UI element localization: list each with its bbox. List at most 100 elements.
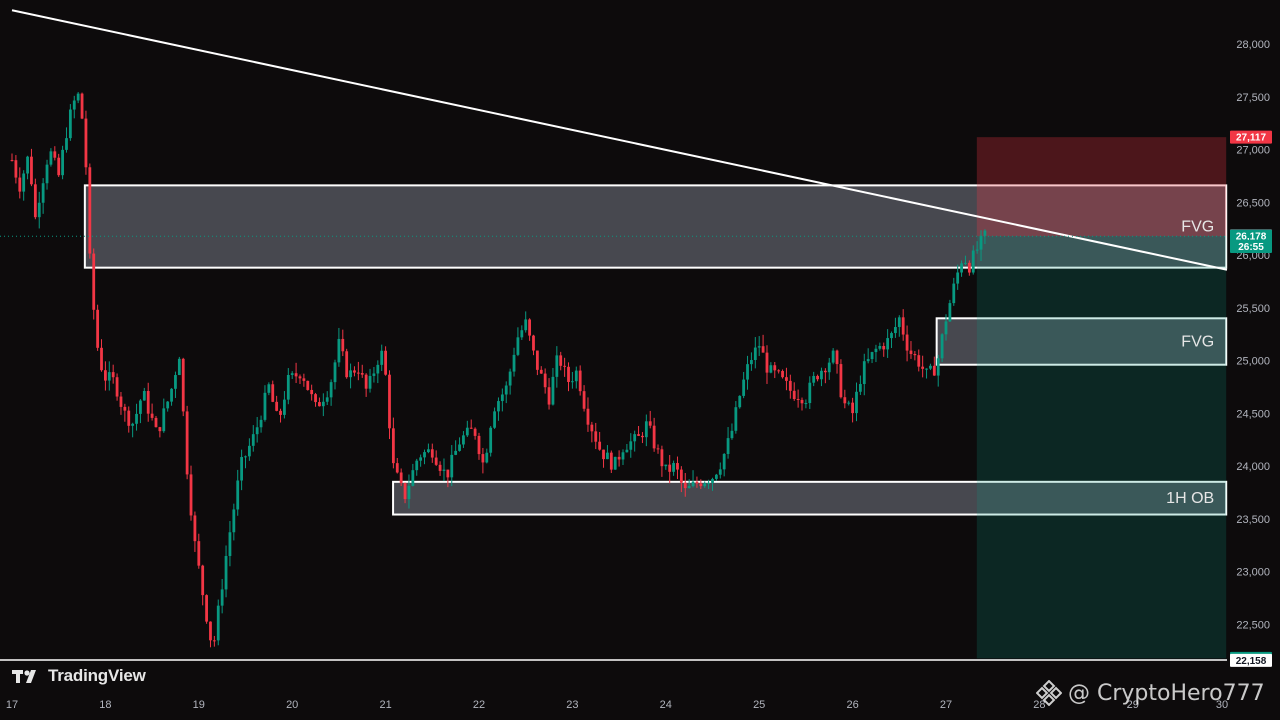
candle-body [485,452,489,463]
stop-loss-area [976,137,1227,237]
candle-body [718,469,722,475]
candle-body [602,449,605,460]
candle-body [193,515,197,542]
candle-body [197,541,201,566]
candle-body [88,167,92,254]
candle-body [878,345,882,349]
candle-body [489,427,493,453]
zone-box [935,317,1228,366]
zone-box [392,480,1228,516]
candle-body [185,411,189,475]
y-tick-label: 22,500 [1236,619,1270,631]
candle-body [205,595,208,622]
candle-body [341,338,345,352]
candle-body [757,346,761,348]
candle-body [14,160,18,178]
candle-body [131,423,135,426]
candle-body [454,450,458,455]
candle-body [820,370,823,380]
candle-body [956,272,960,284]
price-tag-box [1230,240,1272,254]
candle-body [578,370,582,392]
candle-body [707,482,711,484]
candle-body [777,370,781,372]
candle-body [769,365,773,373]
candle-body [111,372,115,378]
candle-body [458,444,461,451]
candle-body [240,457,244,481]
candle-body [520,330,524,338]
candle-body [714,474,718,479]
candle-body [660,449,664,467]
candle-body [434,457,438,465]
candle-body [559,355,563,366]
candle-body [967,262,971,273]
candle-body [567,366,570,382]
candle-body [310,389,314,395]
candle-body [574,370,578,382]
candle-body [174,375,177,389]
candle-body [10,160,14,162]
candle-body [722,453,726,470]
watermark-text: @ CryptoHero777 [1068,680,1265,706]
candle-body [765,352,769,373]
candle-body [395,463,399,473]
candle-body [360,373,364,375]
candle-body [407,485,411,500]
candle-body [481,454,485,463]
x-tick-label: 19 [193,699,205,711]
candle-body [555,355,559,377]
author-watermark: @ CryptoHero777 [1036,680,1265,706]
candle-body [971,250,975,273]
candle-body [45,164,49,184]
candle-body [621,452,625,460]
candle-body [788,380,792,391]
x-tick-label: 26 [846,699,858,711]
candle-body [699,483,703,487]
candle-body [571,381,574,383]
candle-body [524,319,528,331]
candle-body [158,427,162,432]
candle-body [438,464,442,471]
candle-body [349,370,352,378]
candle-body [469,427,473,429]
x-tick-label: 29 [1127,699,1139,711]
candle-body [321,401,325,407]
candle-body [890,333,893,339]
candle-body [586,408,590,425]
x-tick-label: 28 [1033,699,1045,711]
candle-body [543,373,547,388]
candle-body [263,392,267,420]
candle-body [582,391,586,409]
candle-body [318,402,321,407]
candle-body [368,375,372,389]
zone-label: 1H OB [1166,490,1214,507]
candle-body [917,355,921,367]
candle-body [629,441,633,450]
candle-body [827,362,831,373]
y-tick-label: 26,500 [1236,197,1270,209]
candle-body [372,373,376,376]
candle-body [656,448,660,450]
candle-body [594,431,598,442]
candle-body [84,118,88,168]
candle-body [283,399,286,415]
candle-body [220,589,224,606]
candle-body [65,138,68,150]
candle-body [944,321,948,335]
candle-body [508,371,512,386]
y-tick-label: 27,000 [1236,145,1270,157]
candle-body [563,365,567,367]
candle-body [139,400,142,414]
candle-body [835,350,839,365]
candle-body [874,348,878,353]
candle-body [804,403,808,405]
candle-body [80,93,84,119]
x-tick-label: 22 [473,699,485,711]
candle-body [925,368,928,370]
candle-body [683,482,687,489]
candle-body [711,478,714,483]
candle-body [617,456,621,460]
